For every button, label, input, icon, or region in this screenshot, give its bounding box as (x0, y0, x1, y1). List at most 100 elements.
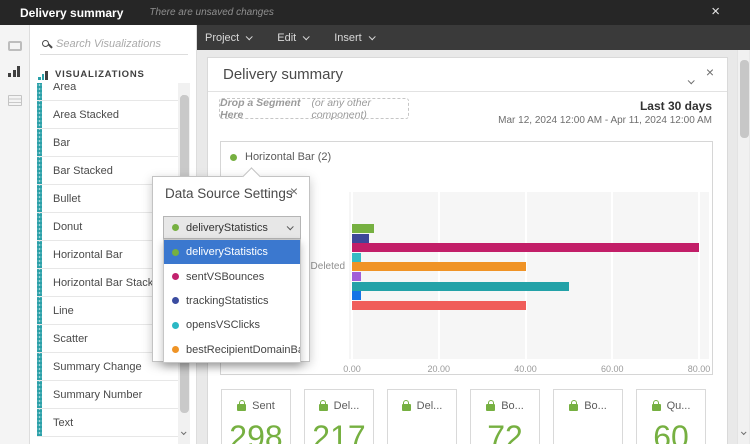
menu-label: Insert (334, 31, 362, 44)
window-close-icon[interactable]: × (711, 3, 720, 20)
chart-bar[interactable] (352, 252, 361, 262)
chart-bar[interactable] (352, 233, 370, 243)
summary-card[interactable]: Bo... (553, 389, 623, 444)
chart-plot-area (349, 192, 709, 359)
x-axis-tick-label: 80.00 (687, 364, 711, 374)
lock-icon (651, 400, 661, 411)
viz-item-label: Bar (53, 136, 71, 149)
panel-collapse-icon[interactable] (687, 71, 695, 89)
drag-handle[interactable] (37, 83, 42, 100)
panel-close-icon[interactable]: × (705, 64, 714, 80)
viz-item-label: Area Stacked (53, 108, 120, 121)
viz-item-label: Horizontal Bar Stacked (53, 276, 166, 289)
summary-card[interactable]: Bo... 72 (470, 389, 540, 444)
bar-chart-icon (38, 71, 49, 80)
card-value: 298 (229, 419, 283, 444)
viz-item-summary-number[interactable]: Summary Number (37, 381, 178, 409)
data-source-option[interactable]: deliveryStatistics (164, 240, 300, 265)
chart-header: Horizontal Bar (2) (230, 151, 331, 163)
viz-item-label: Summary Number (53, 388, 143, 401)
card-header: Del... (305, 400, 373, 412)
menu-bar: Project Edit Insert (197, 25, 750, 50)
data-source-option[interactable]: opensVSClicks (164, 313, 300, 337)
chart-bar[interactable] (352, 224, 374, 233)
lock-icon (318, 400, 328, 411)
menu-label: Edit (277, 31, 297, 44)
summary-card[interactable]: Qu... 60 (636, 389, 706, 444)
chart-bar[interactable] (352, 272, 361, 281)
viz-item-label: Scatter (53, 332, 88, 345)
source-dot (172, 248, 179, 256)
panels-icon[interactable] (8, 41, 22, 51)
chevron-down-icon (368, 33, 376, 41)
drag-handle[interactable] (37, 269, 42, 296)
viz-item-label: Area (53, 83, 77, 93)
card-header: Sent (222, 400, 290, 412)
visualizations-icon[interactable] (8, 66, 22, 77)
menu-insert[interactable]: Insert (334, 31, 376, 44)
card-value: 60 (653, 419, 689, 444)
viz-item-text[interactable]: Text (37, 409, 178, 437)
viz-item-label: Bullet (53, 192, 81, 205)
card-header: Bo... (554, 400, 622, 412)
drag-handle[interactable] (37, 241, 42, 268)
drag-handle[interactable] (37, 297, 42, 324)
chart-bar[interactable] (352, 243, 699, 253)
data-source-dot[interactable] (230, 153, 237, 161)
card-label: Del... (416, 400, 443, 412)
menu-edit[interactable]: Edit (277, 31, 310, 44)
drag-handle[interactable] (37, 129, 42, 156)
data-source-option[interactable]: bestRecipientDomainBasedOnTheD (164, 338, 300, 362)
option-label: opensVSClicks (186, 319, 260, 332)
chart-bar[interactable] (352, 281, 569, 291)
search-visualizations-input[interactable] (56, 37, 174, 50)
viz-item-label: Summary Change (53, 360, 142, 373)
lock-icon (569, 400, 579, 411)
chart-bar[interactable] (352, 262, 526, 272)
main-scrollbar[interactable] (737, 50, 749, 444)
card-label: Del... (333, 400, 360, 412)
data-source-option[interactable]: trackingStatistics (164, 289, 300, 313)
selected-source-label: deliveryStatistics (186, 221, 268, 234)
source-dot (172, 273, 179, 281)
summary-card[interactable]: Del... 217 (304, 389, 374, 444)
chart-title: Horizontal Bar (2) (245, 151, 332, 163)
scroll-down-icon[interactable] (740, 422, 747, 440)
chart-bar[interactable] (352, 300, 526, 310)
selected-source-dot (172, 224, 179, 231)
drag-handle[interactable] (37, 353, 42, 380)
card-label: Qu... (666, 400, 691, 412)
drag-handle[interactable] (37, 185, 42, 212)
drag-handle[interactable] (37, 381, 42, 408)
data-source-option[interactable]: sentVSBounces (164, 264, 300, 288)
drag-handle[interactable] (37, 409, 42, 436)
viz-item-area-stacked[interactable]: Area Stacked (37, 101, 178, 129)
scroll-down-icon[interactable] (180, 422, 187, 440)
components-icon[interactable] (8, 95, 22, 106)
summary-card[interactable]: Sent 298 (221, 389, 291, 444)
main-scrollbar-thumb[interactable] (739, 60, 749, 138)
gridline (698, 192, 700, 359)
menu-project[interactable]: Project (205, 32, 253, 44)
x-axis-tick-label: 40.00 (514, 364, 537, 374)
left-rail (0, 25, 30, 444)
data-source-select[interactable]: deliveryStatistics (163, 216, 301, 239)
panel-title: Delivery summary (223, 66, 344, 83)
search-row (40, 33, 188, 55)
summary-cards-row: Sent 298 Del... 217 Del... Bo... 72 Bo... Qu... 6… (208, 389, 729, 444)
drag-handle[interactable] (37, 101, 42, 128)
drag-handle[interactable] (37, 157, 42, 184)
viz-item-area[interactable]: Area (37, 83, 178, 101)
chart-bar[interactable] (352, 291, 361, 301)
drag-handle[interactable] (37, 325, 42, 352)
viz-item-label: Line (53, 304, 74, 317)
card-value: 72 (487, 419, 523, 444)
summary-card[interactable]: Del... (387, 389, 457, 444)
date-range-block[interactable]: Last 30 days Mar 12, 2024 12:00 AM - Apr… (498, 99, 712, 126)
segment-drop-zone[interactable]: Drop a Segment Here (or any other compon… (219, 97, 409, 121)
x-axis-tick-label: 20.00 (427, 364, 451, 374)
popup-close-icon[interactable]: × (289, 183, 298, 199)
source-dot (172, 346, 179, 354)
drag-handle[interactable] (37, 213, 42, 240)
viz-item-bar[interactable]: Bar (37, 129, 178, 157)
